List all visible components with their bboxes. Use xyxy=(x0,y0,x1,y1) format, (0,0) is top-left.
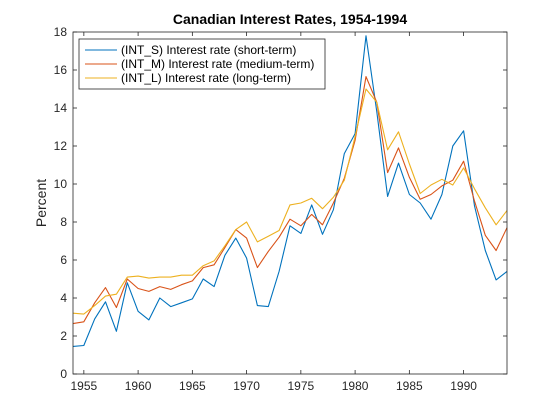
y-tick-label: 16 xyxy=(54,63,68,77)
series-line xyxy=(72,76,508,325)
series-line xyxy=(72,88,508,315)
series-line xyxy=(72,35,508,347)
x-tick-label: 1960 xyxy=(125,379,152,393)
y-tick-label: 18 xyxy=(54,25,68,39)
legend-label: (INT_S) Interest rate (short-term) xyxy=(121,43,296,57)
x-tick-label: 1980 xyxy=(342,379,369,393)
y-tick-label: 0 xyxy=(60,367,67,381)
y-tick-label: 6 xyxy=(60,253,67,267)
axes-box xyxy=(72,31,508,375)
x-tick-label: 1975 xyxy=(287,379,314,393)
legend: (INT_S) Interest rate (short-term)(INT_M… xyxy=(78,38,326,90)
legend-label: (INT_M) Interest rate (medium-term) xyxy=(121,57,314,71)
legend-box xyxy=(78,38,326,90)
x-tick-label: 1965 xyxy=(179,379,206,393)
y-tick-label: 12 xyxy=(54,139,68,153)
x-tick-label: 1985 xyxy=(396,379,423,393)
y-tick-label: 2 xyxy=(60,329,67,343)
chart-title: Canadian Interest Rates, 1954-1994 xyxy=(173,11,407,27)
y-tick-label: 4 xyxy=(60,291,67,305)
y-axis-label: Percent xyxy=(33,179,49,227)
legend-label: (INT_L) Interest rate (long-term) xyxy=(121,71,291,85)
y-tick-label: 10 xyxy=(54,177,68,191)
axis-tick-labels: 1955 1960 1965 1970 1975 1980 1985 1990 0 2 4 6 8 10 1… xyxy=(54,25,478,393)
y-tick-label: 14 xyxy=(54,101,68,115)
x-tick-label: 1990 xyxy=(450,379,477,393)
x-tick-label: 1955 xyxy=(70,379,97,393)
series-layer xyxy=(72,35,508,347)
y-tick-label: 8 xyxy=(60,215,67,229)
x-tick-label: 1970 xyxy=(233,379,260,393)
